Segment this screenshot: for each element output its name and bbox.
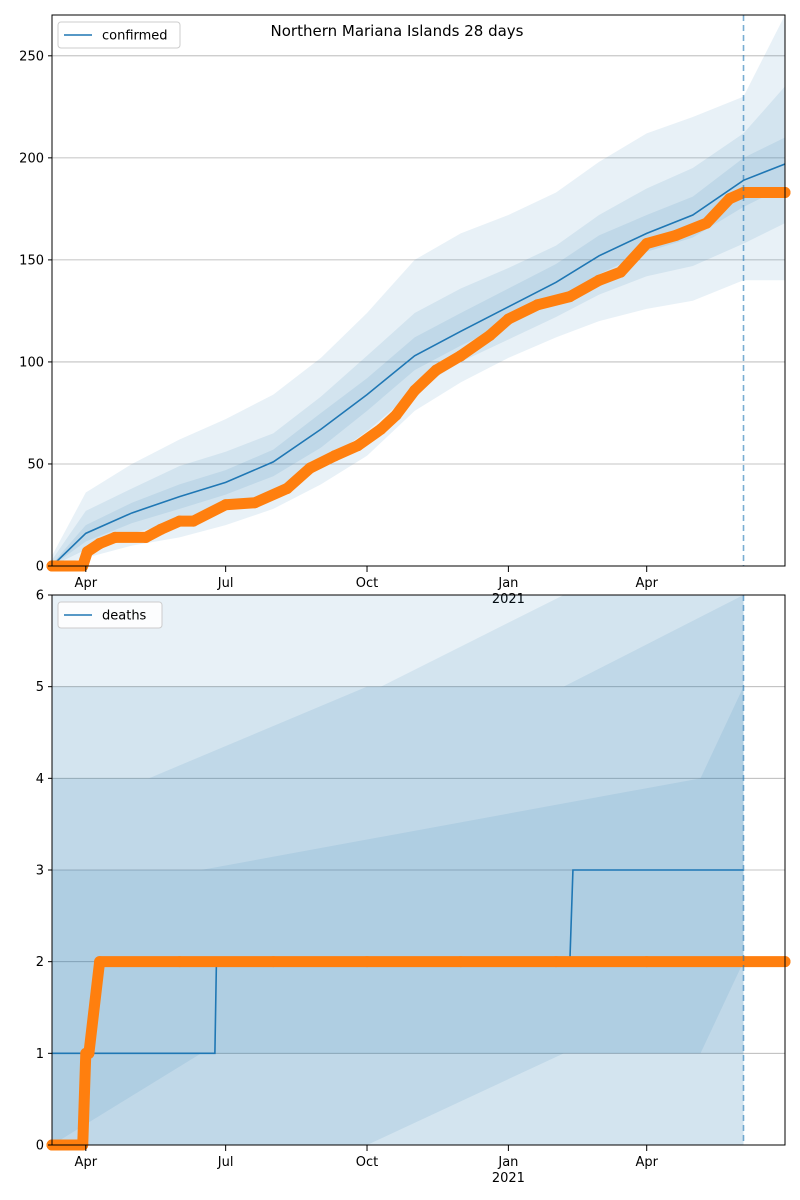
legend-box: [57, 21, 181, 49]
x-tick-label: Apr: [75, 576, 98, 591]
uncertainty-band: [52, 86, 785, 566]
legend-label: deaths: [102, 609, 147, 624]
y-tick-label: 0: [36, 560, 44, 575]
x-tick-label: Oct: [356, 1155, 378, 1170]
y-tick-label: 5: [36, 680, 44, 695]
uncertainty-band: [52, 595, 744, 1145]
y-tick-label: 100: [19, 355, 44, 370]
x-tick-label: Jul: [217, 1155, 234, 1170]
uncertainty-band: [52, 595, 744, 1145]
x-tick-sublabel: 2021: [492, 592, 525, 607]
confirmed-legend: confirmed: [57, 21, 181, 49]
observed-trace: [46, 956, 791, 1151]
y-tick-label: 50: [27, 457, 44, 472]
deaths-legend: deaths: [57, 601, 163, 629]
y-tick-label: 2: [36, 955, 44, 970]
uncertainty-band: [52, 686, 744, 1145]
uncertainty-band: [52, 15, 785, 566]
confirmed-line: [51, 163, 786, 567]
legend-label: confirmed: [102, 29, 168, 44]
x-tick-label: Apr: [75, 1155, 98, 1170]
x-tick-label: Jan: [497, 576, 518, 591]
chart-title: Northern Mariana Islands 28 days: [271, 22, 524, 40]
y-tick-label: 200: [19, 151, 44, 166]
y-tick-label: 0: [36, 1139, 44, 1154]
axes-frame: [51, 14, 786, 567]
y-tick-label: 4: [36, 772, 44, 787]
y-tick-label: 6: [36, 589, 44, 604]
x-tick-label: Apr: [635, 576, 658, 591]
x-tick-label: Jan: [497, 1155, 518, 1170]
observed-trace: [46, 187, 791, 572]
y-tick-label: 3: [36, 864, 44, 879]
x-tick-label: Oct: [356, 576, 378, 591]
x-tick-label: Apr: [635, 1155, 658, 1170]
x-tick-sublabel: 2021: [492, 1171, 525, 1186]
x-tick-label: Jul: [217, 576, 234, 591]
y-tick-label: 1: [36, 1047, 44, 1062]
uncertainty-band: [52, 595, 744, 1145]
y-tick-label: 250: [19, 49, 44, 64]
y-tick-label: 150: [19, 253, 44, 268]
legend-box: [57, 601, 163, 629]
uncertainty-band: [52, 137, 785, 566]
